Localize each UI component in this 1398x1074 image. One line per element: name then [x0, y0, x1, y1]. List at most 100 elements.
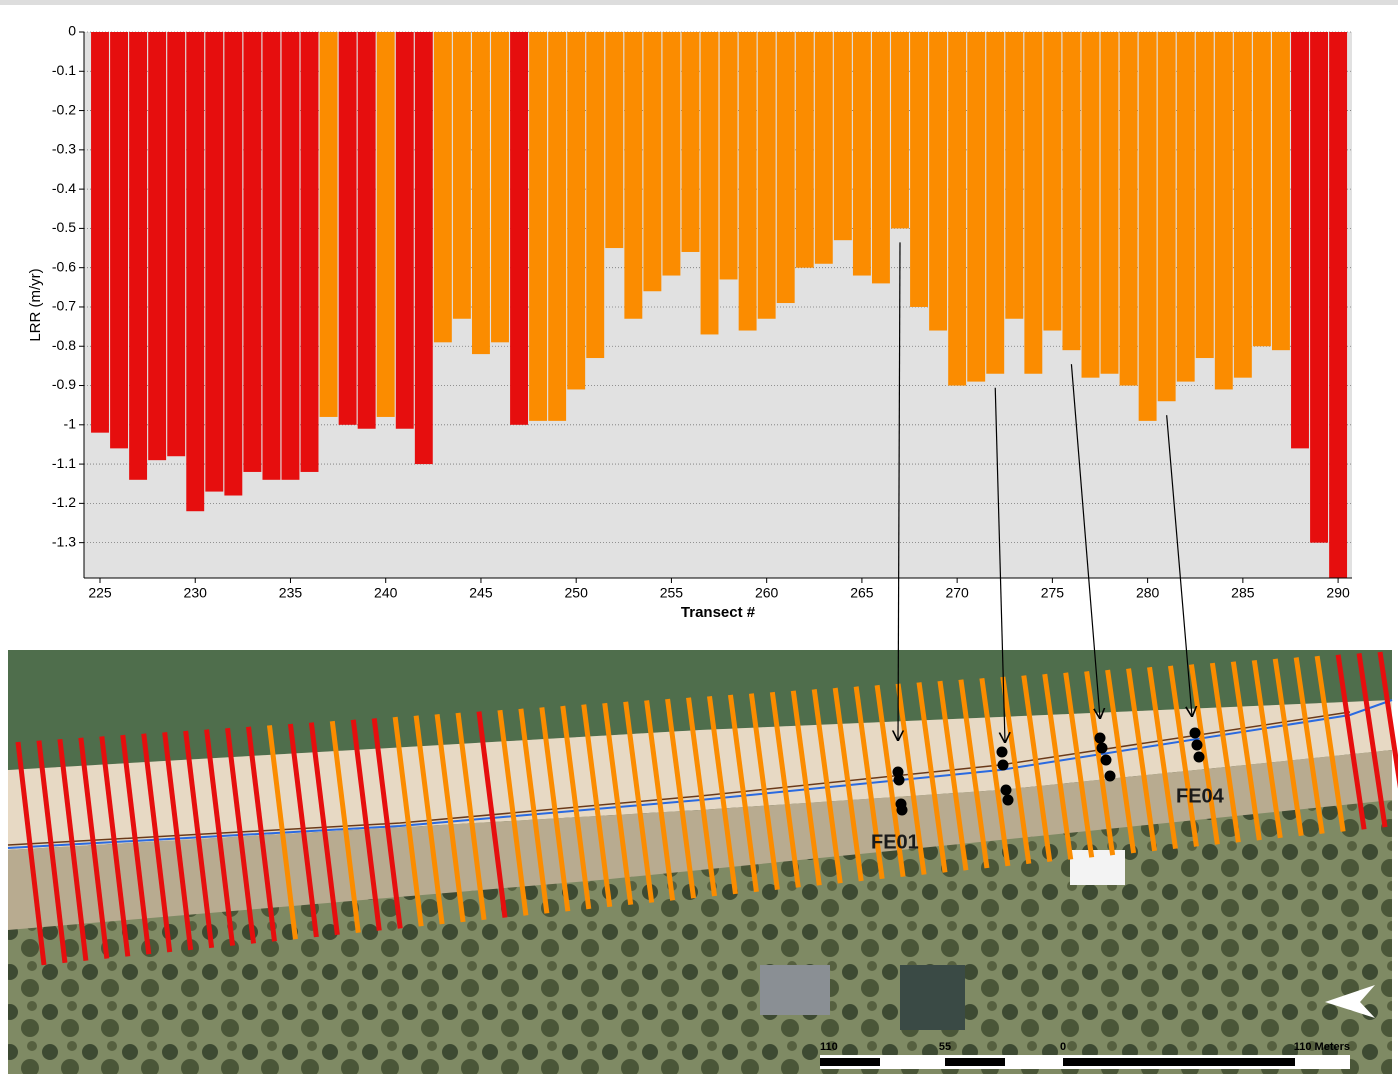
- y-tick-label: -1.1: [52, 455, 76, 471]
- x-tick-label: 255: [660, 585, 684, 601]
- transect-line: [57, 738, 89, 961]
- transect-line: [1063, 672, 1095, 858]
- transect-line: [476, 711, 508, 918]
- bar: [357, 32, 376, 429]
- bar: [624, 32, 643, 319]
- site-point: [997, 759, 1009, 771]
- bar: [319, 32, 338, 417]
- transect-line: [769, 691, 801, 888]
- bar: [719, 32, 738, 280]
- transect-line: [853, 686, 885, 880]
- x-tick-label: 280: [1136, 585, 1160, 601]
- bar: [1062, 32, 1081, 351]
- bar: [567, 32, 586, 390]
- bar: [300, 32, 319, 472]
- y-tick-label: -1: [64, 416, 77, 432]
- link-arrow: [994, 387, 1005, 742]
- building: [760, 965, 830, 1015]
- bar: [110, 32, 128, 449]
- bar: [1024, 32, 1043, 374]
- transect-line: [141, 733, 173, 953]
- transect-line: [1147, 666, 1178, 850]
- x-tick-label: 270: [945, 585, 969, 601]
- bar: [1081, 32, 1100, 378]
- transect-line: [581, 704, 613, 908]
- transect-line: [287, 723, 319, 938]
- transects: [15, 651, 1398, 966]
- bar: [814, 32, 833, 264]
- transect-line: [183, 730, 215, 949]
- bar: [1195, 32, 1214, 359]
- bar: [433, 32, 452, 343]
- y-tick-label: -0.9: [52, 376, 76, 392]
- transect-line: [1042, 673, 1074, 860]
- x-tick-label: 265: [850, 585, 874, 601]
- x-tick-label: 235: [279, 585, 303, 601]
- site-point: [1191, 739, 1203, 751]
- transect-line: [1272, 658, 1304, 837]
- bar: [795, 32, 814, 268]
- overlay: 110 55 0 110 Meters FE01 FE04: [820, 242, 1375, 1069]
- transect-line: [937, 680, 969, 871]
- transect-line: [874, 684, 906, 878]
- transect-line: [1251, 659, 1283, 839]
- transect-line: [1084, 671, 1116, 856]
- site-point: [1096, 742, 1108, 754]
- y-tick-label: -0.4: [52, 180, 76, 196]
- bar: [1291, 32, 1309, 449]
- transect-line: [1209, 662, 1241, 843]
- bar: [967, 32, 986, 382]
- transect-line: [1230, 661, 1262, 841]
- bar: [1043, 32, 1062, 331]
- bar: [891, 32, 909, 229]
- aerial-map: [7, 650, 1393, 1074]
- site-point: [1100, 754, 1112, 766]
- x-tick-label: 250: [565, 585, 589, 601]
- bar: [243, 32, 262, 472]
- bar: [414, 32, 433, 465]
- scale-label: 55: [939, 1041, 951, 1053]
- bar: [129, 32, 148, 480]
- transect-line: [623, 701, 655, 903]
- scale-seg: [945, 1058, 1005, 1066]
- building: [1070, 850, 1125, 885]
- transect-line: [748, 693, 780, 890]
- y-tick-label: -0.7: [52, 298, 76, 314]
- transect-line: [895, 683, 927, 875]
- site-point: [1000, 784, 1012, 796]
- bar: [472, 32, 490, 355]
- bar: [1176, 32, 1195, 382]
- transect-line: [811, 689, 843, 884]
- site-point: [1104, 770, 1116, 782]
- bar: [1119, 32, 1138, 386]
- north-arrow: [1325, 985, 1375, 1018]
- transect-line: [266, 725, 298, 940]
- bar: [776, 32, 795, 304]
- transect-line: [1314, 655, 1346, 832]
- scale-label: 0: [1060, 1041, 1066, 1053]
- transect-line: [1000, 676, 1032, 865]
- y-tick-label: -0.1: [52, 62, 76, 78]
- bar: [510, 32, 528, 425]
- bar: [1005, 32, 1024, 319]
- site-point: [1094, 732, 1106, 744]
- bar: [681, 32, 700, 252]
- y-axis-title: LRR (m/yr): [27, 268, 44, 341]
- transect-line: [1356, 653, 1388, 828]
- site-point: [896, 804, 908, 816]
- transect-line: [78, 737, 110, 959]
- bar: [605, 32, 624, 249]
- transect-line: [979, 677, 1011, 867]
- transect-line: [1293, 657, 1325, 834]
- site-point: [1193, 751, 1205, 763]
- y-tick-label: -1.2: [52, 494, 76, 510]
- x-tick-label: 290: [1326, 585, 1350, 601]
- transect-line: [225, 727, 257, 944]
- transect-line: [204, 729, 236, 946]
- bar: [376, 32, 395, 417]
- bar: [948, 32, 967, 386]
- transect-line: [15, 741, 47, 966]
- bar: [1272, 32, 1290, 351]
- bar: [910, 32, 928, 307]
- bar: [186, 32, 205, 512]
